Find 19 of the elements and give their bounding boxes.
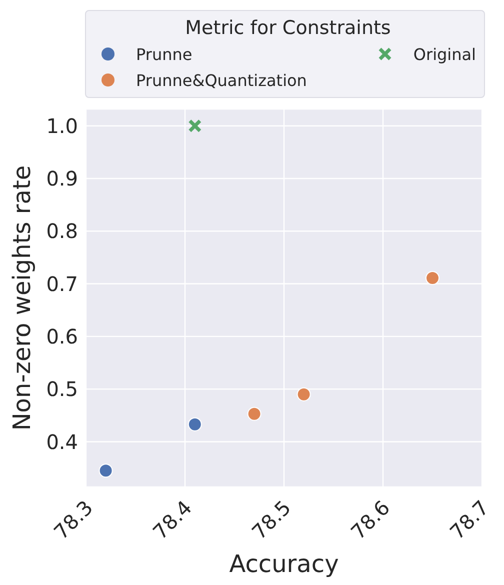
point xyxy=(426,270,440,285)
y-tick-label: 0.6 xyxy=(46,324,78,349)
x-axis-title: Accuracy xyxy=(229,550,339,578)
y-axis-title: Non-zero weights rate xyxy=(8,165,36,431)
y-tick-label: 1.0 xyxy=(46,114,78,138)
point xyxy=(98,464,113,478)
point xyxy=(188,119,202,133)
y-tick-label: 0.9 xyxy=(46,166,78,191)
y-tick-label: 0.7 xyxy=(46,272,78,296)
legend-label: Prunne xyxy=(136,44,192,64)
y-tick-label: 0.8 xyxy=(46,219,78,244)
y-tick-label: 0.4 xyxy=(46,430,78,454)
legend-label: Original xyxy=(413,44,476,64)
point xyxy=(296,387,311,402)
point xyxy=(247,406,262,421)
legend-label: Prunne&Quantization xyxy=(136,70,307,90)
point xyxy=(188,417,202,432)
legend-title: Metric for Constraints xyxy=(184,17,392,39)
y-tick-label: 0.5 xyxy=(46,377,78,402)
